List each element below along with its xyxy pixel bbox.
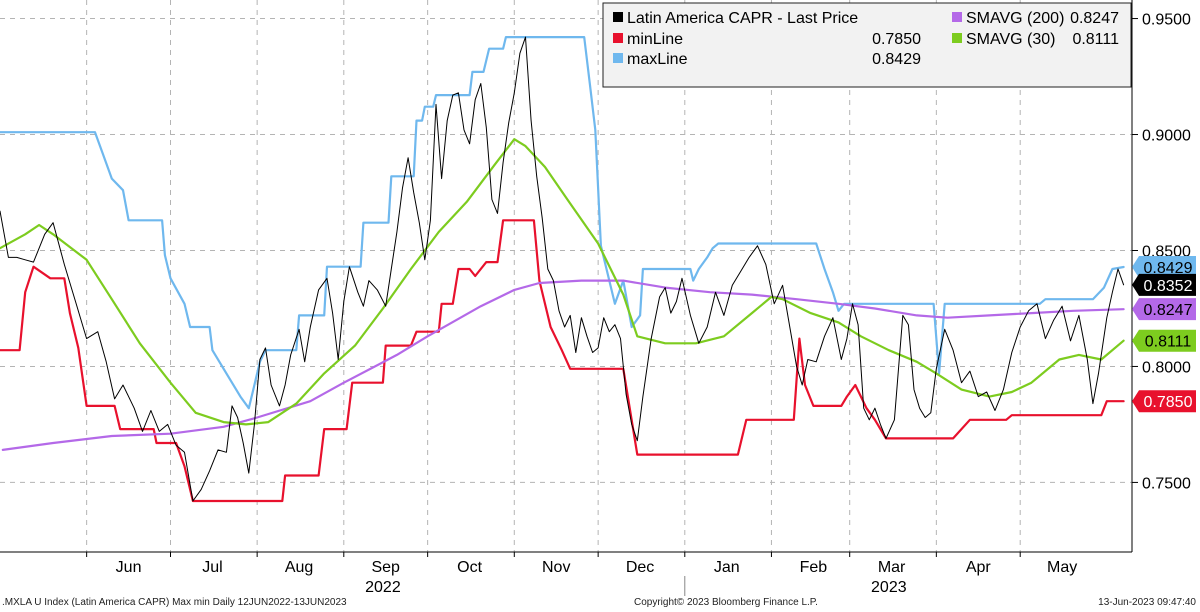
series-line-maxline	[0, 36, 1125, 410]
end-value-label: 0.8111	[1132, 329, 1196, 352]
x-tick-label-month: Aug	[285, 559, 313, 576]
legend-swatch	[952, 12, 962, 22]
x-tick-label-month: Sep	[371, 559, 400, 576]
legend-label: SMAVG (30)	[966, 31, 1056, 48]
x-tick-label-month: Feb	[800, 559, 828, 576]
end-value-label-bg	[1132, 329, 1196, 352]
y-tick-label: 0.7500	[1142, 475, 1191, 492]
legend-value: 0.8429	[872, 51, 921, 68]
x-tick-label-month: Apr	[966, 559, 992, 576]
y-tick-label: 0.9000	[1142, 128, 1191, 145]
end-value-label: 0.7850	[1132, 390, 1196, 413]
legend-swatch	[613, 33, 623, 43]
legend: Latin America CAPR - Last Price minLine 0.…	[602, 2, 1132, 88]
end-value-label-text: 0.8111	[1145, 334, 1192, 351]
end-value-label-bg	[1132, 390, 1196, 413]
end-value-label-bg	[1132, 298, 1196, 321]
legend-label: maxLine	[627, 51, 688, 68]
series-line-minline	[0, 219, 1125, 503]
legend-label: minLine	[627, 31, 683, 48]
x-tick-label-year: 2022	[365, 579, 401, 596]
end-value-label-text: 0.7850	[1144, 394, 1193, 411]
end-value-label-text: 0.8247	[1144, 302, 1193, 319]
x-tick-label-year: 2023	[871, 579, 907, 596]
legend-box	[602, 2, 1132, 88]
end-value-label: 0.8352	[1132, 273, 1196, 296]
y-tick-label: 0.8000	[1142, 359, 1191, 376]
x-tick-label-month: Jun	[116, 559, 142, 576]
legend-swatch	[613, 12, 623, 22]
footer-source-text: .MXLA U Index (Latin America CAPR) Max m…	[2, 597, 347, 608]
legend-value: 0.8247	[1070, 10, 1119, 27]
y-tick-label: 0.9500	[1142, 12, 1191, 29]
end-value-label-text: 0.8352	[1144, 278, 1193, 295]
legend-label: SMAVG (200)	[966, 10, 1064, 27]
legend-value: 0.8111	[1072, 31, 1119, 48]
legend-swatch	[952, 33, 962, 43]
x-tick-label-month: Mar	[878, 559, 906, 576]
legend-label: Latin America CAPR - Last Price	[627, 10, 858, 27]
end-value-label: 0.8429	[1132, 255, 1196, 278]
x-tick-label-month: Oct	[457, 559, 482, 576]
end-value-label-text: 0.8429	[1144, 260, 1193, 277]
x-tick-label-month: Dec	[626, 559, 654, 576]
end-value-label: 0.8247	[1132, 298, 1196, 321]
legend-value: 0.7850	[872, 31, 921, 48]
series-line-latin-america-capr-last-price	[0, 36, 1125, 502]
x-tick-label-month: Jul	[202, 559, 222, 576]
end-value-label-bg	[1132, 273, 1196, 296]
footer-copyright-text: Copyright© 2023 Bloomberg Finance L.P.	[634, 597, 818, 608]
x-tick-label-month: Nov	[542, 559, 570, 576]
series-line-smavg-30	[0, 138, 1125, 426]
footer-timestamp-text: 13-Jun-2023 09:47:40	[1098, 597, 1196, 608]
end-value-label-bg	[1132, 255, 1196, 278]
legend-swatch	[613, 53, 623, 63]
x-tick-label-month: May	[1047, 559, 1077, 576]
x-tick-label-month: Jan	[714, 559, 740, 576]
